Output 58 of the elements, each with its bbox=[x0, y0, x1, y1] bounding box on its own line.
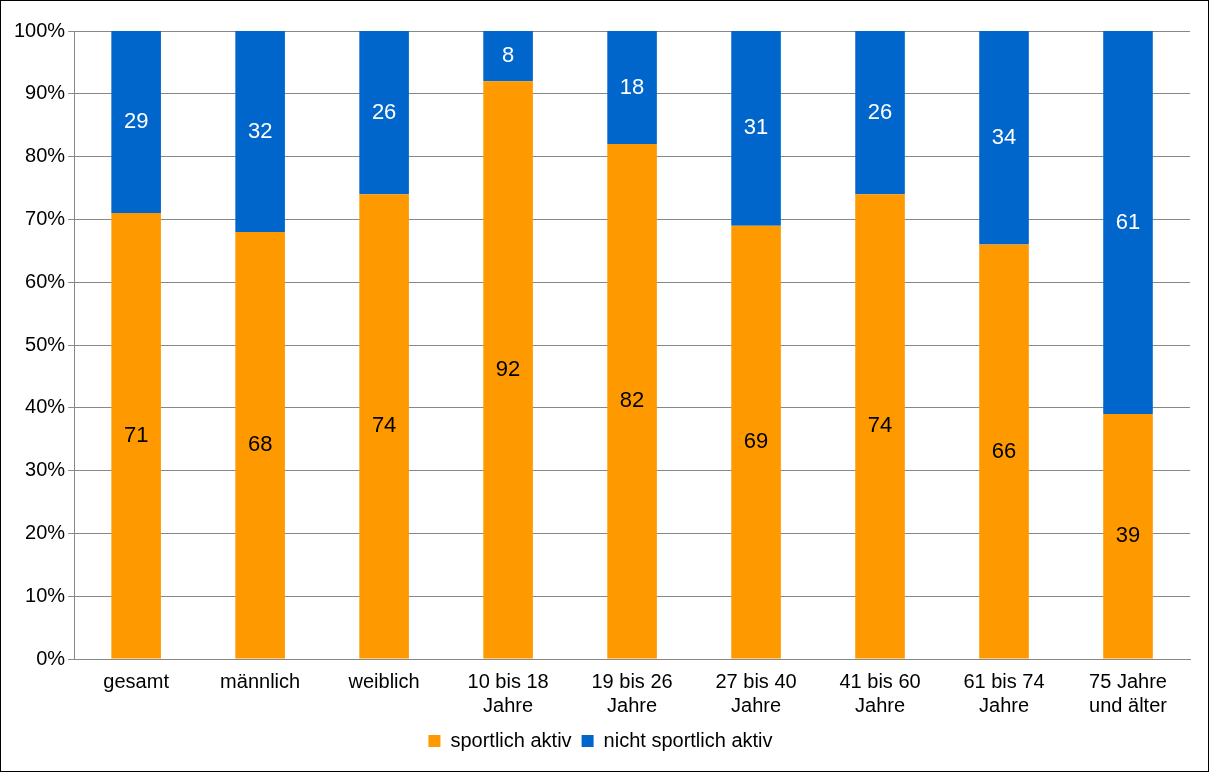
y-tick-label: 40% bbox=[25, 395, 66, 418]
bar bbox=[855, 194, 905, 659]
data-label: 26 bbox=[371, 98, 397, 124]
data-label: 32 bbox=[247, 117, 273, 143]
bar bbox=[979, 244, 1029, 659]
bar bbox=[607, 144, 657, 659]
data-label: 71 bbox=[123, 421, 149, 447]
x-tick-label: gesamt bbox=[103, 669, 170, 692]
bar bbox=[235, 231, 285, 659]
y-tick-label: 80% bbox=[25, 144, 66, 167]
data-label: 26 bbox=[867, 98, 893, 124]
x-tick-label: 10 bis 18 Jahre bbox=[467, 669, 549, 716]
x-tick-label: weiblich bbox=[347, 669, 420, 692]
data-label: 66 bbox=[991, 437, 1017, 463]
y-tick-label: 70% bbox=[25, 206, 66, 229]
x-tick-label: 27 bis 40 Jahre bbox=[715, 669, 797, 716]
y-tick-label: 90% bbox=[25, 81, 66, 104]
x-tick-label: männlich bbox=[220, 669, 301, 692]
data-label: 68 bbox=[247, 431, 273, 457]
x-tick-label: 41 bis 60 Jahre bbox=[839, 669, 921, 716]
legend-label: nicht sportlich aktiv bbox=[603, 728, 773, 751]
legend-label: sportlich aktiv bbox=[450, 728, 572, 751]
data-label: 39 bbox=[1115, 522, 1141, 548]
bar bbox=[359, 31, 409, 195]
bar bbox=[979, 31, 1029, 245]
bar bbox=[483, 81, 533, 659]
y-tick-label: 100% bbox=[14, 18, 66, 41]
bar bbox=[235, 31, 285, 232]
bar bbox=[359, 194, 409, 659]
data-label: 34 bbox=[991, 123, 1017, 149]
x-tick-label: 19 bis 26 Jahre bbox=[591, 669, 673, 716]
bar bbox=[731, 31, 781, 226]
bar bbox=[855, 31, 905, 195]
data-label: 61 bbox=[1115, 208, 1141, 234]
data-label: 31 bbox=[743, 114, 769, 140]
x-tick-label: 61 bis 74 Jahre bbox=[963, 669, 1045, 716]
data-label: 29 bbox=[123, 108, 149, 134]
data-label: 82 bbox=[619, 387, 645, 413]
data-label: 74 bbox=[371, 412, 397, 438]
bar bbox=[731, 225, 781, 659]
y-tick-label: 10% bbox=[25, 583, 66, 606]
y-tick-label: 20% bbox=[25, 520, 66, 543]
x-tick-label: 75 Jahre und älter bbox=[1089, 669, 1168, 716]
y-tick-label: 50% bbox=[25, 332, 66, 355]
y-tick-label: 0% bbox=[36, 646, 66, 669]
y-tick-label: 30% bbox=[25, 458, 66, 481]
bar bbox=[111, 213, 161, 659]
bar bbox=[1103, 31, 1153, 415]
data-label: 92 bbox=[495, 355, 521, 381]
bar bbox=[111, 31, 161, 214]
bar bbox=[1103, 414, 1153, 659]
data-label: 74 bbox=[867, 412, 893, 438]
bar bbox=[607, 31, 657, 145]
data-label: 18 bbox=[619, 73, 645, 99]
bar bbox=[483, 31, 533, 82]
data-label: 8 bbox=[501, 42, 515, 68]
y-tick-label: 60% bbox=[25, 269, 66, 292]
data-label: 69 bbox=[743, 428, 769, 454]
